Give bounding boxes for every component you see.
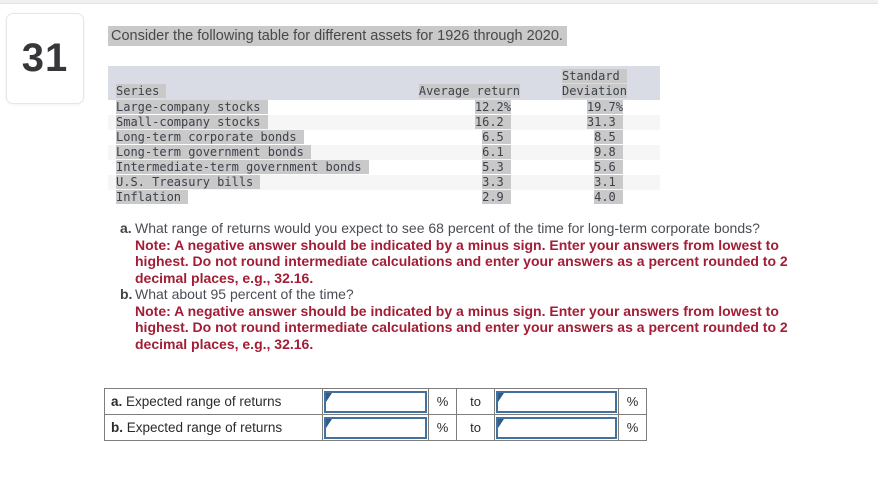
header-average-return: Average return bbox=[418, 84, 520, 98]
table-row: Long-term government bonds 6.1 9.8 bbox=[108, 145, 660, 160]
question-part-a: a. What range of returns would you expec… bbox=[120, 220, 800, 286]
series-cell: U.S. Treasury bills bbox=[116, 175, 261, 189]
answer-a-high-unit: % bbox=[618, 388, 647, 415]
asset-table-header-row-2: Series Average return Deviation bbox=[108, 84, 660, 99]
answer-a-label: Expected range of returns bbox=[126, 394, 282, 409]
table-row: Inflation 2.9 4.0 bbox=[108, 190, 660, 205]
input-flag-icon bbox=[498, 392, 504, 402]
avg-return-cell: 6.5 bbox=[482, 130, 511, 144]
std-dev-cell: 19.7% bbox=[586, 100, 623, 114]
answer-a-low-input[interactable] bbox=[324, 390, 427, 413]
page-top-strip bbox=[0, 0, 878, 4]
series-cell: Large-company stocks bbox=[116, 100, 268, 114]
std-dev-cell: 9.8 bbox=[594, 145, 623, 159]
asset-returns-table: Standard Series Average return Deviation… bbox=[108, 66, 660, 205]
answer-b-low-input[interactable] bbox=[324, 416, 427, 439]
table-row: Small-company stocks 16.2 31.3 bbox=[108, 115, 660, 130]
question-prompt: Consider the following table for differe… bbox=[108, 26, 567, 46]
question-part-b: b. What about 95 percent of the time? No… bbox=[120, 286, 800, 352]
std-dev-cell: 4.0 bbox=[594, 190, 623, 204]
answer-b-prefix: b. bbox=[111, 420, 123, 435]
answer-a-high-cell bbox=[496, 390, 617, 413]
answer-a-low-unit: % bbox=[428, 388, 457, 415]
series-cell: Long-term corporate bonds bbox=[116, 130, 304, 144]
series-cell: Small-company stocks bbox=[116, 115, 268, 129]
answer-b-high-cell bbox=[496, 416, 617, 439]
table-row: Large-company stocks 12.2% 19.7% bbox=[108, 100, 660, 115]
input-flag-icon bbox=[326, 392, 332, 402]
answer-b-label: Expected range of returns bbox=[126, 420, 283, 435]
table-row: Long-term corporate bonds 6.5 8.5 bbox=[108, 130, 660, 145]
answer-a-prefix: a. bbox=[111, 394, 123, 409]
header-series: Series bbox=[116, 84, 167, 98]
part-b-note: Note: A negative answer should be indica… bbox=[135, 302, 788, 352]
question-number: 31 bbox=[21, 36, 69, 80]
input-flag-icon bbox=[498, 418, 504, 428]
asset-table-header: Standard Series Average return Deviation bbox=[108, 66, 660, 100]
part-a-note: Note: A negative answer should be indica… bbox=[135, 236, 788, 286]
avg-return-cell: 2.9 bbox=[482, 190, 511, 204]
answer-b-low-cell bbox=[324, 416, 427, 439]
answer-a-low-cell bbox=[324, 390, 427, 413]
series-cell: Inflation bbox=[116, 190, 189, 204]
header-deviation: Deviation bbox=[561, 84, 627, 98]
part-a-label: a. bbox=[120, 220, 132, 236]
prompt-line: Consider the following table for differe… bbox=[108, 26, 878, 46]
asset-table-header-row-1: Standard bbox=[108, 69, 660, 84]
part-b-text: What about 95 percent of the time? bbox=[135, 286, 354, 302]
avg-return-cell: 3.3 bbox=[482, 175, 511, 189]
answer-b-high-unit: % bbox=[618, 414, 647, 441]
part-a-text: What range of returns would you expect t… bbox=[135, 220, 760, 236]
answer-a-connector: to bbox=[456, 388, 495, 415]
answer-a-high-input[interactable] bbox=[496, 390, 617, 413]
question-number-card: 31 bbox=[6, 13, 84, 104]
avg-return-cell: 16.2 bbox=[474, 115, 511, 129]
question-content: Consider the following table for differe… bbox=[0, 4, 878, 441]
std-dev-cell: 8.5 bbox=[594, 130, 623, 144]
answer-row-b: b. Expected range of returns % to % bbox=[104, 414, 647, 441]
input-flag-icon bbox=[326, 418, 332, 428]
header-standard: Standard bbox=[561, 69, 627, 83]
table-row: U.S. Treasury bills 3.3 3.1 bbox=[108, 175, 660, 190]
table-row: Intermediate-term government bonds 5.3 5… bbox=[108, 160, 660, 175]
avg-return-cell: 6.1 bbox=[482, 145, 511, 159]
avg-return-cell: 12.2% bbox=[474, 100, 511, 114]
answer-b-low-unit: % bbox=[428, 414, 457, 441]
std-dev-cell: 31.3 bbox=[586, 115, 623, 129]
series-cell: Intermediate-term government bonds bbox=[116, 160, 369, 174]
answer-row-a: a. Expected range of returns % to % bbox=[104, 388, 647, 415]
answer-b-high-input[interactable] bbox=[496, 416, 617, 439]
series-cell: Long-term government bonds bbox=[116, 145, 311, 159]
answer-b-connector: to bbox=[456, 414, 495, 441]
answer-table: a. Expected range of returns % to % b. E… bbox=[104, 388, 647, 441]
std-dev-cell: 3.1 bbox=[594, 175, 623, 189]
std-dev-cell: 5.6 bbox=[594, 160, 623, 174]
question-parts: a. What range of returns would you expec… bbox=[120, 220, 800, 352]
part-b-label: b. bbox=[120, 286, 133, 302]
avg-return-cell: 5.3 bbox=[482, 160, 511, 174]
